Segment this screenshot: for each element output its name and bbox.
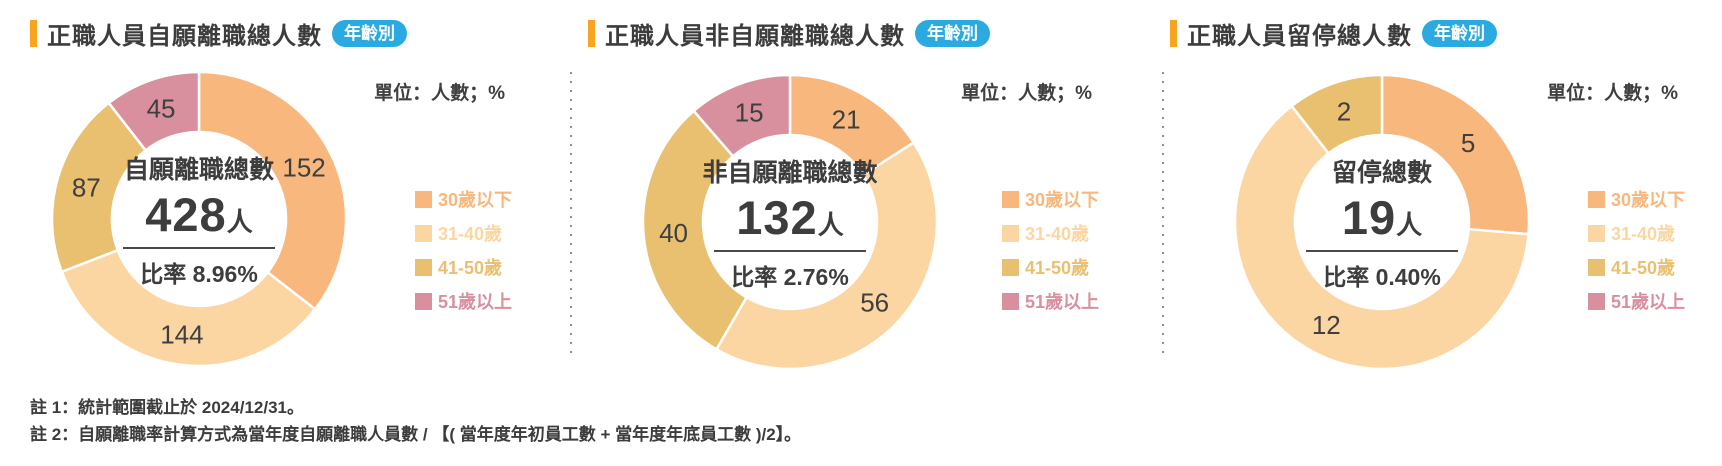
legend-item: 30歲以下 bbox=[1588, 186, 1685, 212]
legend: 30歲以下 31-40歲 41-50歲 51歲以上 bbox=[1588, 186, 1685, 322]
panel-title-row: 正職人員留停總人數 年齡別 bbox=[1170, 16, 1497, 51]
legend: 30歲以下 31-40歲 41-50歲 51歲以上 bbox=[1002, 186, 1099, 322]
legend-swatch bbox=[415, 292, 432, 310]
legend-swatch bbox=[1002, 292, 1019, 310]
legend-label: 51歲以上 bbox=[1611, 292, 1686, 312]
age-group-badge: 年齡別 bbox=[332, 20, 407, 47]
title-accent-bar bbox=[1170, 20, 1177, 47]
title-accent-bar bbox=[30, 20, 37, 47]
legend-item: 31-40歲 bbox=[415, 220, 512, 246]
donut-segment-1 bbox=[1380, 73, 1531, 236]
legend-label: 41-50歲 bbox=[1025, 258, 1090, 278]
legend-item: 41-50歲 bbox=[1588, 254, 1685, 280]
segment-value-label: 56 bbox=[860, 288, 889, 318]
legend-label: 31-40歲 bbox=[1611, 224, 1676, 244]
legend-label: 30歲以下 bbox=[1611, 190, 1686, 210]
legend-item: 30歲以下 bbox=[1002, 186, 1099, 212]
donut-svg: 5 12 2 bbox=[1233, 73, 1531, 371]
footnotes: 註 1：統計範圍截止於 2024/12/31。 註 2：自願離職率計算方式為當年… bbox=[30, 394, 801, 448]
chart-title: 正職人員自願離職總人數 bbox=[47, 23, 322, 50]
legend-item: 51歲以上 bbox=[1002, 288, 1099, 314]
chart-panel-involuntary-turnover: 正職人員非自願離職總人數 年齡別 單位：人數；% 21 56 40 15 非自願離職總… bbox=[570, 0, 1162, 466]
footnote-2: 註 2：自願離職率計算方式為當年度自願離職人員數 / 【( 當年度年初員工數 +… bbox=[30, 425, 802, 444]
legend-swatch bbox=[1588, 258, 1605, 276]
legend-item: 31-40歲 bbox=[1588, 220, 1685, 246]
legend-label: 30歲以下 bbox=[1025, 190, 1100, 210]
legend-item: 30歲以下 bbox=[415, 186, 512, 212]
segment-value-label: 12 bbox=[1312, 310, 1341, 340]
legend-swatch bbox=[1588, 190, 1605, 208]
donut-segment-4 bbox=[107, 70, 201, 153]
donut-segment-2 bbox=[1233, 104, 1530, 371]
legend-label: 31-40歲 bbox=[1025, 224, 1090, 244]
unit-label: 單位：人數；% bbox=[374, 83, 505, 104]
legend-item: 41-50歲 bbox=[1002, 254, 1099, 280]
donut-segment-4 bbox=[691, 73, 792, 159]
legend-label: 51歲以上 bbox=[438, 292, 513, 312]
legend-swatch bbox=[1002, 190, 1019, 208]
donut-segment-1 bbox=[197, 70, 348, 311]
legend-label: 41-50歲 bbox=[1611, 258, 1676, 278]
legend-swatch bbox=[415, 190, 432, 208]
legend-swatch bbox=[1588, 224, 1605, 242]
chart-title: 正職人員留停總人數 bbox=[1187, 23, 1412, 50]
footnote-1: 註 1：統計範圍截止於 2024/12/31。 bbox=[30, 398, 304, 417]
segment-value-label: 21 bbox=[832, 104, 861, 134]
panel-title-row: 正職人員自願離職總人數 年齡別 bbox=[30, 16, 407, 51]
segment-value-label: 144 bbox=[160, 320, 203, 350]
donut-segment-2 bbox=[714, 140, 939, 371]
age-group-badge: 年齡別 bbox=[1422, 20, 1497, 47]
segment-value-label: 40 bbox=[659, 218, 688, 248]
donut-chart-voluntary: 152 144 87 45 自願離職總數 428 人 比率 8.96% bbox=[44, 64, 354, 374]
dotted-divider bbox=[1162, 72, 1164, 360]
legend-swatch bbox=[415, 224, 432, 242]
title-accent-bar bbox=[588, 20, 595, 47]
legend-swatch bbox=[1002, 224, 1019, 242]
legend-swatch bbox=[1002, 258, 1019, 276]
unit-label: 單位：人數；% bbox=[1547, 83, 1678, 104]
donut-segment-3 bbox=[1289, 73, 1384, 156]
legend: 30歲以下 31-40歲 41-50歲 51歲以上 bbox=[415, 186, 512, 322]
legend-swatch bbox=[1588, 292, 1605, 310]
segment-value-label: 87 bbox=[72, 173, 101, 203]
chart-panel-voluntary-turnover: 正職人員自願離職總人數 年齡別 單位：人數；% 152 144 87 45 自願離職總… bbox=[0, 0, 570, 466]
segment-value-label: 15 bbox=[735, 97, 764, 127]
legend-item: 51歲以上 bbox=[1588, 288, 1685, 314]
donut-svg: 21 56 40 15 bbox=[641, 73, 939, 371]
age-group-badge: 年齡別 bbox=[915, 20, 990, 47]
donut-chart-involuntary: 21 56 40 15 非自願離職總數 132 人 比率 2.76% bbox=[635, 67, 945, 377]
legend-label: 41-50歲 bbox=[438, 258, 503, 278]
segment-value-label: 45 bbox=[147, 93, 176, 123]
unit-label: 單位：人數；% bbox=[961, 83, 1092, 104]
segment-value-label: 2 bbox=[1337, 96, 1351, 126]
dotted-divider bbox=[570, 72, 572, 360]
donut-segment-3 bbox=[641, 109, 749, 352]
chart-panel-leave-retention: 正職人員留停總人數 年齡別 單位：人數；% 5 12 2 留停總數 19 人 比率 … bbox=[1162, 0, 1722, 466]
legend-item: 51歲以上 bbox=[415, 288, 512, 314]
legend-label: 51歲以上 bbox=[1025, 292, 1100, 312]
legend-label: 30歲以下 bbox=[438, 190, 513, 210]
chart-title: 正職人員非自願離職總人數 bbox=[605, 23, 905, 50]
panel-title-row: 正職人員非自願離職總人數 年齡別 bbox=[588, 16, 990, 51]
donut-chart-leave-retention: 5 12 2 留停總數 19 人 比率 0.40% bbox=[1227, 67, 1537, 377]
donut-svg: 152 144 87 45 bbox=[50, 70, 348, 368]
legend-swatch bbox=[415, 258, 432, 276]
legend-item: 31-40歲 bbox=[1002, 220, 1099, 246]
segment-value-label: 5 bbox=[1461, 128, 1475, 158]
legend-label: 31-40歲 bbox=[438, 224, 503, 244]
segment-value-label: 152 bbox=[282, 153, 325, 183]
legend-item: 41-50歲 bbox=[415, 254, 512, 280]
donut-segment-2 bbox=[60, 248, 317, 368]
